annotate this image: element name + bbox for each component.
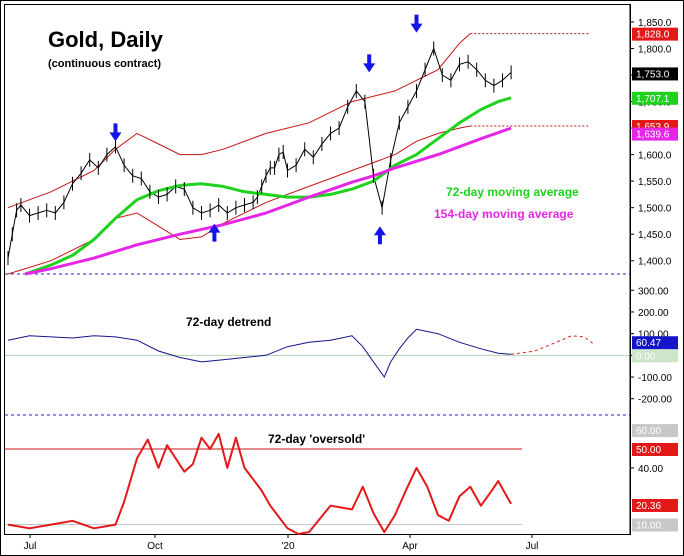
down-arrow-icon: [363, 54, 376, 73]
oversold-panel: 40.00: [5, 432, 663, 535]
value-tag-label: 1,753.0: [636, 69, 670, 80]
x-tick-label: '20: [281, 541, 294, 552]
ma72-annotation: 72-day moving average: [446, 185, 579, 199]
value-tag-bg: [632, 349, 678, 363]
value-tag-label: 10.00: [636, 521, 661, 532]
x-axis: Jul Oct '20 Apr Jul: [24, 5, 631, 552]
detrend-title: 72-day detrend: [186, 315, 271, 329]
value-tag-label: 60.47: [636, 338, 661, 349]
oversold-line: [7, 432, 512, 535]
down-arrow-icon: [410, 14, 423, 33]
up-arrow-icon: [373, 226, 386, 245]
value-tag-bg: [632, 424, 678, 438]
detrend-projection: [511, 335, 594, 355]
value-tag-label: 50.00: [636, 445, 661, 456]
x-tick-label: Jul: [526, 541, 539, 552]
value-tag-bg: [632, 127, 678, 141]
value-tag-label: 1,707.1: [636, 94, 670, 105]
value-tag-label: 1,639.6: [636, 130, 670, 141]
chart-subtitle: (continuous contract): [48, 58, 161, 70]
x-tick-label: Oct: [147, 541, 163, 552]
price-ytick-label: 1,450.0: [638, 230, 672, 241]
x-tick-label: Apr: [402, 541, 418, 552]
ma72-line: [24, 96, 512, 276]
value-tag-label: 1,828.0: [636, 30, 670, 41]
price-series: [7, 41, 512, 276]
upper-band: [7, 33, 471, 209]
value-tag-bg: [632, 27, 678, 41]
oversold-title: 72-day 'oversold': [268, 432, 365, 446]
price-ytick-label: 1,600.0: [638, 151, 672, 162]
oversold-ytick-label: 40.00: [638, 464, 663, 475]
price-ytick-label: 1,400.0: [638, 257, 672, 268]
value-tag-label: 0.00: [636, 351, 656, 362]
price-ytick-label: 1,500.0: [638, 204, 672, 215]
value-tag-bg: [632, 498, 678, 512]
value-tags: 1,828.0 1,753.0 1,707.1 1,653.91,639.6 60.47…: [632, 27, 678, 532]
ma154-line: [24, 126, 512, 276]
value-tag-label: 1,653.9: [636, 122, 670, 133]
price-ytick-label: 1,850.0: [638, 18, 672, 29]
value-tag-bg: [632, 443, 678, 456]
value-tag-label: 60.00: [636, 426, 661, 437]
x-tick-label: Jul: [24, 541, 37, 552]
detrend-ytick-label: -100.00: [638, 373, 672, 384]
cycle-arrows: [109, 14, 423, 245]
detrend-ytick-label: 200.00: [638, 308, 669, 319]
detrend-ytick-label: 300.00: [638, 286, 669, 297]
price-ytick-label: 1,800.0: [638, 44, 672, 55]
ma154-annotation: 154-day moving average: [434, 207, 574, 221]
value-tag-bg: [632, 336, 678, 350]
down-arrow-icon: [109, 123, 122, 142]
chart-title: Gold, Daily: [48, 27, 164, 52]
detrend-line: [7, 328, 512, 379]
detrend-ytick-label: 100.00: [638, 330, 669, 341]
value-tag-label: 20.36: [636, 501, 661, 512]
value-tag-bg: [632, 67, 678, 81]
price-ytick-label: 1,550.0: [638, 177, 672, 188]
up-arrow-icon: [208, 223, 221, 242]
detrend-ytick-label: -200.00: [638, 395, 672, 406]
value-tag-bg: [632, 91, 678, 105]
oversold-title-bg: [264, 430, 374, 446]
value-tag-bg: [632, 518, 678, 532]
